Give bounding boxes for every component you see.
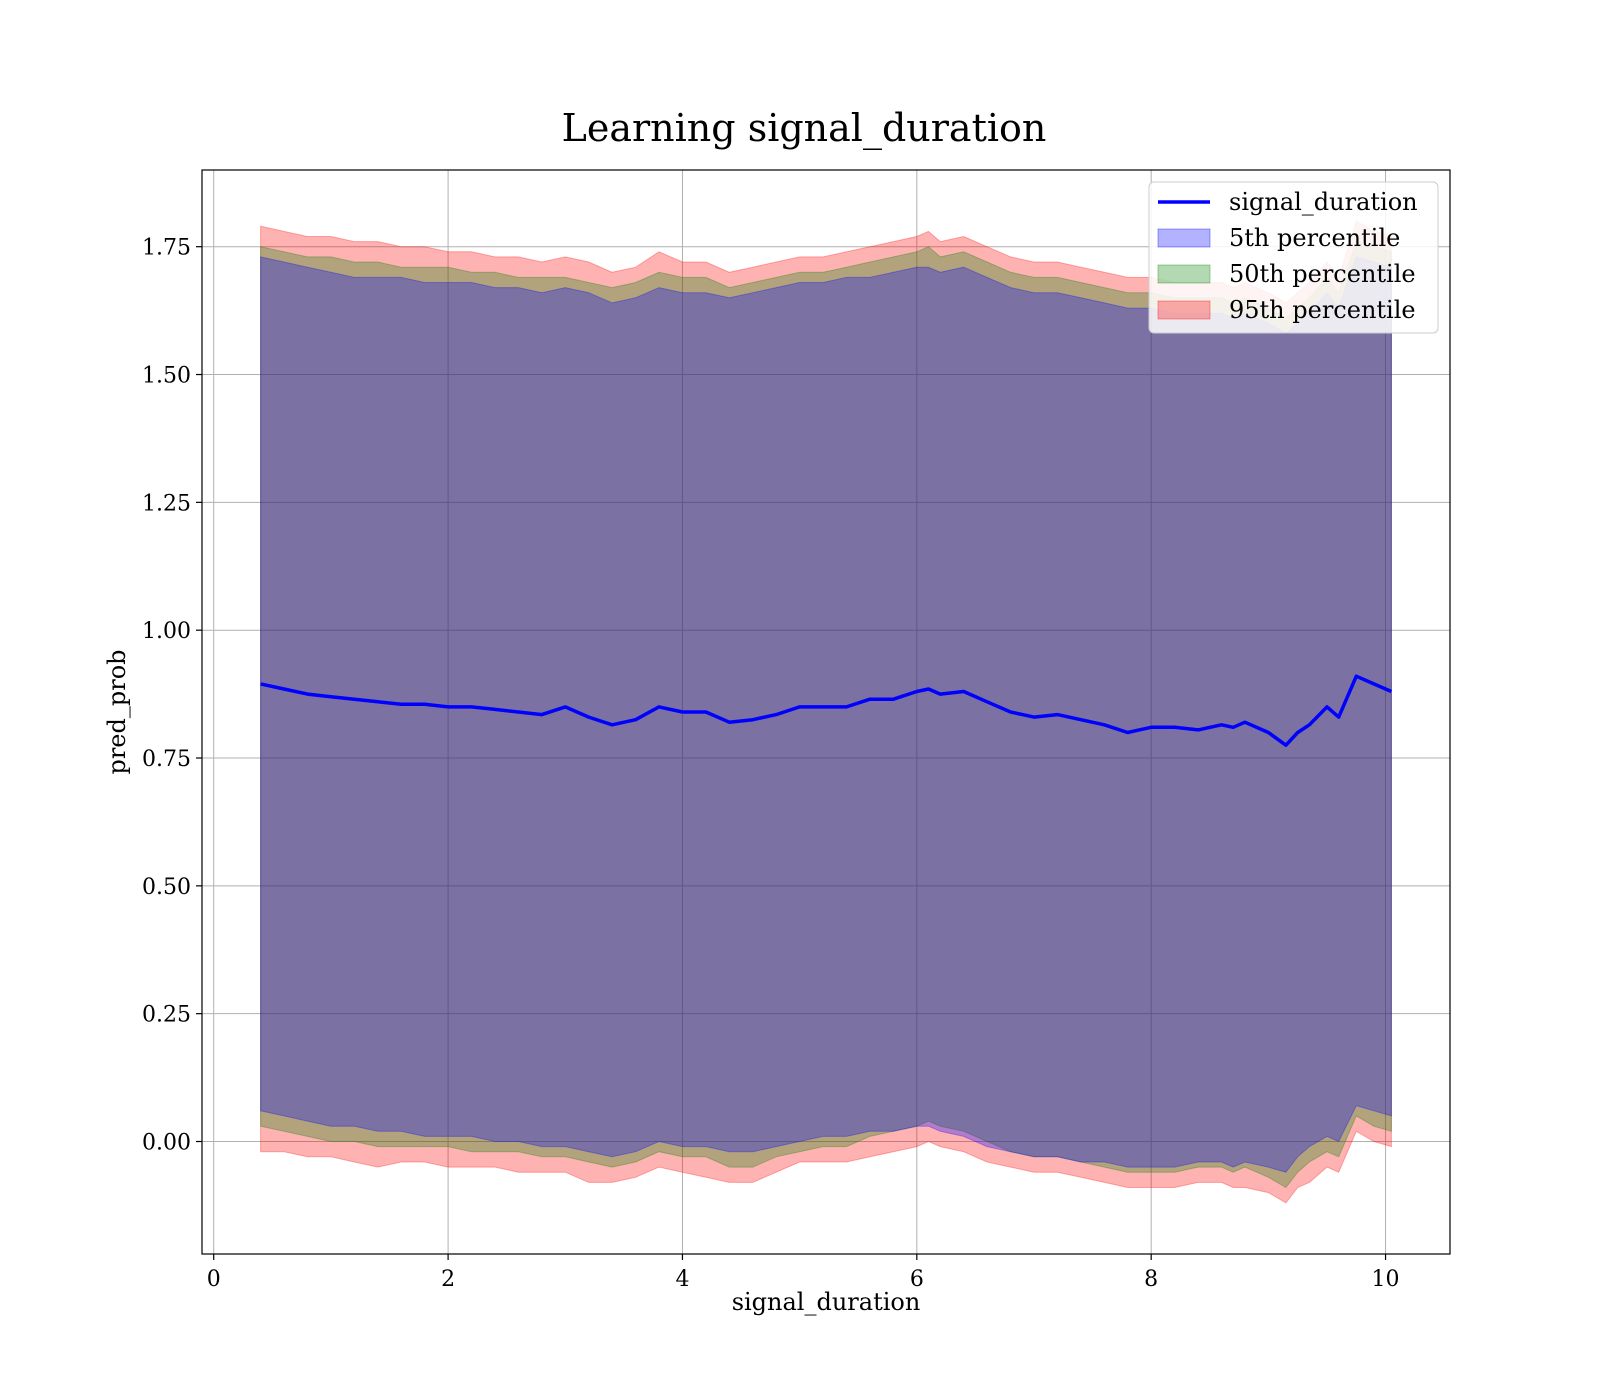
legend-label-95th-percentile: 95th percentile [1229, 296, 1416, 324]
series-line-signal-duration [260, 674, 1393, 747]
y-axis-ticks: 0.00 0.25 0.50 0.75 1.00 1.25 1.50 1.75 [142, 236, 202, 1156]
x-tick-label: 0 [207, 1267, 221, 1292]
legend-label-50th-percentile: 50th percentile [1229, 260, 1416, 288]
y-tick-label: 1.50 [142, 364, 191, 389]
plot-background [202, 170, 1450, 1254]
chart-title: Learning signal_duration [562, 106, 1047, 151]
x-axis-label: signal_duration [732, 1288, 921, 1316]
x-axis-ticks: 0 2 4 6 8 10 [207, 1254, 1400, 1292]
y-tick-label: 0.00 [142, 1131, 191, 1156]
y-tick-label: 0.50 [142, 875, 191, 900]
band-5th-percentile [260, 256, 1392, 1173]
x-tick-label: 8 [1144, 1267, 1158, 1292]
x-tick-label: 6 [910, 1267, 924, 1292]
legend: signal_duration 5th percentile 50th perc… [1148, 181, 1439, 334]
legend-box [1148, 181, 1439, 334]
legend-swatch-5th-percentile [1157, 228, 1211, 248]
y-tick-label: 1.00 [142, 619, 191, 644]
legend-swatch-50th-percentile [1157, 264, 1211, 284]
x-tick-label: 4 [675, 1267, 689, 1292]
y-tick-label: 0.25 [142, 1003, 191, 1028]
y-axis-label: pred_prob [103, 649, 131, 774]
grid [202, 170, 1450, 1254]
plot-frame [201, 169, 1451, 1255]
y-tick-label: 0.75 [142, 747, 191, 772]
plot-area [201, 169, 1451, 1255]
legend-label-5th-percentile: 5th percentile [1229, 224, 1400, 252]
x-tick-label: 2 [441, 1267, 455, 1292]
band-95th-percentile [260, 220, 1392, 1204]
legend-label-signal-duration: signal_duration [1229, 188, 1418, 216]
y-tick-label: 1.25 [142, 491, 191, 516]
percentile-bands [260, 220, 1392, 1204]
legend-swatch-95th-percentile [1157, 300, 1211, 320]
series-lines [260, 674, 1393, 747]
band-50th-percentile [260, 240, 1392, 1189]
x-tick-label: 10 [1372, 1267, 1400, 1292]
y-tick-label: 1.75 [142, 236, 191, 261]
